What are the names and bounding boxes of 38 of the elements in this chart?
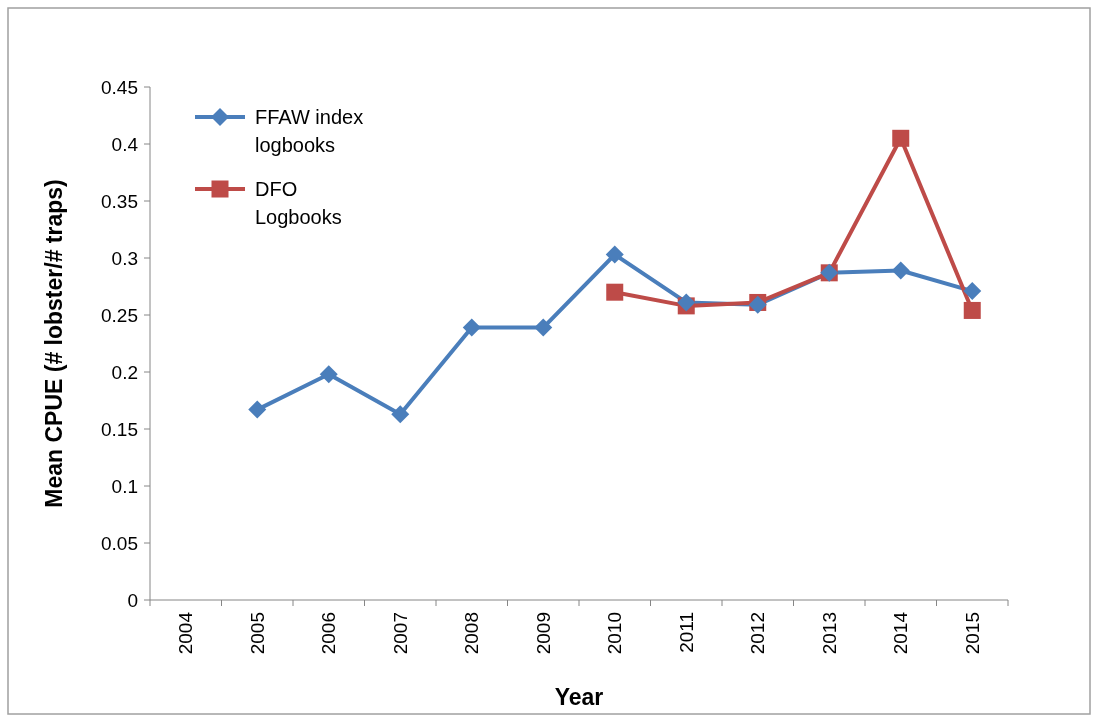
- x-tick-label: 2012: [747, 612, 769, 655]
- y-tick-label: 0.45: [101, 76, 138, 98]
- y-tick-label: 0: [127, 589, 138, 611]
- y-tick-label: 0.1: [111, 475, 138, 497]
- y-tick-label: 0.25: [101, 304, 138, 326]
- x-tick-label: 2009: [532, 612, 554, 655]
- point: [963, 301, 981, 319]
- x-tick-label: 2006: [318, 612, 340, 655]
- point: [677, 293, 696, 312]
- point: [534, 318, 553, 337]
- y-tick-label: 0.35: [101, 190, 138, 212]
- y-tick-label: 0.3: [111, 247, 138, 269]
- x-tick-label: 2013: [818, 612, 840, 655]
- y-tick-label: 0.05: [101, 532, 138, 554]
- point: [963, 282, 982, 301]
- y-tick-label: 0.2: [111, 361, 138, 383]
- point: [462, 318, 481, 337]
- point: [605, 245, 624, 264]
- point: [892, 129, 910, 147]
- legend-label: FFAW index logbooks: [255, 106, 364, 156]
- x-tick-label: 2004: [175, 611, 197, 655]
- y-axis-title: Mean CPUE (# lobster/# traps): [41, 179, 67, 508]
- point: [891, 261, 910, 280]
- x-tick-label: 2014: [890, 611, 912, 655]
- x-tick-label: 2015: [961, 612, 983, 655]
- point: [319, 365, 338, 384]
- x-tick-label: 2011: [675, 612, 697, 653]
- x-axis-title: Year: [554, 684, 604, 710]
- y-tick-label: 0.15: [101, 418, 138, 440]
- x-tick-label: 2005: [246, 612, 268, 655]
- legend-label: DFO Logbooks: [255, 178, 342, 228]
- x-tick-label: 2010: [604, 612, 626, 655]
- x-tick-label: 2007: [389, 612, 411, 655]
- x-tick-label: 2008: [461, 612, 483, 655]
- point: [248, 400, 267, 419]
- point: [606, 283, 624, 301]
- point: [391, 405, 410, 424]
- y-tick-label: 0.4: [111, 133, 139, 155]
